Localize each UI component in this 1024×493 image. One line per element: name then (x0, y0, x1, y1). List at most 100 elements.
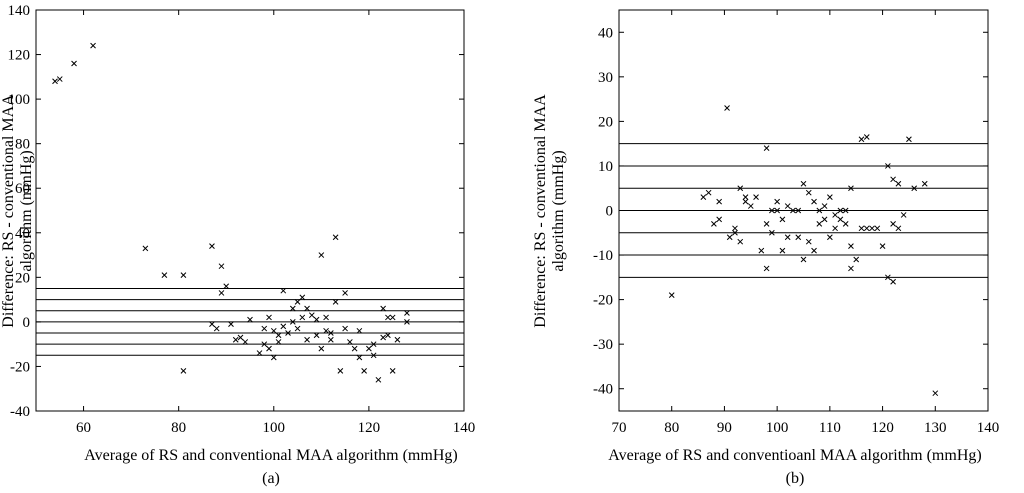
data-point (858, 225, 865, 232)
data-point (370, 352, 377, 359)
data-point (318, 252, 325, 258)
data-point (270, 327, 277, 334)
plot-frame-a (35, 9, 465, 412)
y-tick-label: -40 (10, 404, 30, 420)
data-point (389, 368, 396, 374)
data-point (404, 310, 410, 316)
data-point (308, 312, 315, 319)
x-tick-label: 60 (76, 420, 91, 436)
data-point (275, 339, 282, 345)
data-point (242, 339, 249, 345)
caption-a: (a) (262, 470, 280, 487)
y-axis-label-b-line1: Difference: RS - conventional MAA (532, 94, 549, 328)
data-point (811, 247, 817, 254)
data-point (304, 305, 310, 312)
data-point (763, 265, 770, 272)
y-tick-label: 20 (15, 270, 30, 286)
data-point (318, 345, 325, 352)
data-point (323, 314, 329, 321)
data-point (816, 221, 823, 227)
x-tick-label: 140 (977, 420, 1000, 436)
data-point (800, 180, 807, 187)
y-tick-label: -10 (593, 248, 613, 264)
data-point (858, 136, 865, 143)
y-tick-label: 20 (598, 114, 613, 130)
data-point (837, 207, 844, 214)
data-point (299, 294, 306, 301)
y-tick-label: 10 (598, 159, 613, 175)
data-point (327, 336, 334, 343)
x-tick-label: 130 (924, 420, 947, 436)
data-point (863, 134, 870, 140)
data-point (711, 221, 717, 227)
panel-a: 60 80 100 120 140 -40 -20 0 20 40 60 80 100 120 140 Av… (0, 3, 475, 487)
data-point (71, 60, 77, 67)
y-tick-label: 40 (15, 226, 30, 242)
data-point (218, 290, 225, 296)
data-point (763, 145, 770, 151)
data-point (716, 198, 723, 205)
data-point (827, 194, 833, 200)
data-point (800, 256, 807, 263)
data-point (837, 216, 844, 223)
data-point (863, 225, 870, 232)
data-point (266, 314, 272, 321)
data-point (213, 325, 220, 332)
data-point (724, 105, 730, 111)
data-point (784, 203, 791, 209)
data-point (209, 243, 215, 249)
data-point (779, 247, 786, 254)
data-point (821, 216, 828, 223)
x-tick-label: 90 (717, 420, 732, 436)
data-point (380, 305, 387, 312)
data-point (805, 238, 812, 245)
data-point (742, 198, 749, 205)
data-point (332, 234, 339, 241)
y-axis-label-a-line1: Difference: RS - conventional MAA (0, 94, 17, 328)
x-tick-label: 70 (612, 420, 627, 436)
data-point (774, 198, 780, 205)
data-point (385, 332, 391, 339)
data-point (261, 325, 268, 332)
data-point (342, 290, 348, 296)
data-point (404, 319, 410, 325)
data-point (223, 283, 230, 290)
data-point (180, 368, 187, 374)
data-point (218, 263, 225, 270)
x-tick-label: 110 (819, 420, 841, 436)
data-point (900, 212, 907, 218)
x-axis-label-a: Average of RS and conventional MAA algor… (84, 447, 457, 464)
data-point (366, 345, 372, 352)
data-point (890, 221, 896, 227)
y-tick-label: -30 (593, 337, 613, 353)
data-point (726, 234, 733, 241)
data-point (732, 229, 738, 236)
data-point (716, 216, 723, 223)
data-point (827, 234, 833, 241)
data-point (842, 207, 849, 214)
data-point (247, 316, 253, 323)
data-point (784, 234, 791, 241)
data-point (737, 238, 744, 245)
data-point (294, 298, 301, 305)
data-point (742, 194, 749, 200)
data-point (921, 180, 928, 187)
data-point (774, 207, 780, 214)
data-point (700, 194, 707, 200)
data-point (763, 221, 770, 227)
data-point (911, 185, 918, 192)
data-point (821, 203, 828, 209)
data-point (356, 354, 363, 361)
data-point (266, 345, 272, 352)
x-tick-label: 80 (171, 420, 186, 436)
data-point (848, 185, 854, 192)
data-point (56, 76, 63, 82)
data-point (832, 212, 838, 218)
data-point (705, 189, 712, 196)
data-point (270, 354, 277, 361)
data-point (832, 225, 838, 232)
data-point (209, 321, 215, 327)
x-tick-label: 120 (358, 420, 381, 436)
data-point (332, 298, 339, 305)
data-point (356, 327, 363, 334)
